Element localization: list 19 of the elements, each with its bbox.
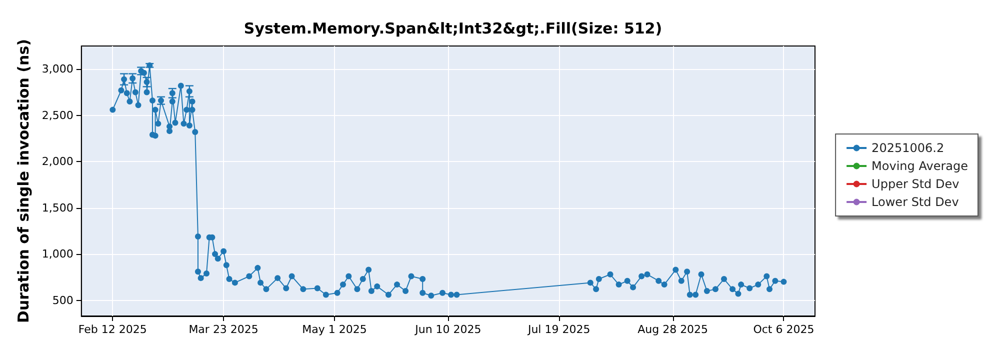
y-tick-label: 2,000	[42, 155, 74, 168]
x-tick-label: Jul 19 2025	[526, 323, 590, 336]
chart-title: System.Memory.Span&lt;Int32&gt;.Fill(Size: 512)	[244, 20, 662, 38]
y-tick-label: 500	[52, 294, 74, 307]
legend-label: Lower Std Dev	[872, 195, 959, 209]
x-tick-label: Feb 12 2025	[78, 323, 147, 336]
y-tick-label: 2,500	[42, 108, 74, 122]
y-tick-label: 3,000	[42, 62, 74, 76]
y-axis-title: Duration of single invocation (ns)	[14, 39, 32, 323]
y-tick-label: 1,000	[42, 248, 74, 261]
x-tick-label: Aug 28 2025	[638, 323, 708, 336]
legend-label: 20251006.2	[872, 141, 944, 155]
x-tick-label: Mar 23 2025	[188, 323, 258, 336]
legend-label: Moving Average	[872, 159, 968, 173]
x-tick-label: Oct 6 2025	[753, 323, 814, 336]
x-tick-label: Jun 10 2025	[414, 323, 482, 336]
y-tick-label: 1,500	[42, 201, 74, 214]
legend-label: Upper Std Dev	[872, 177, 960, 191]
x-tick-label: May 1 2025	[302, 323, 367, 336]
